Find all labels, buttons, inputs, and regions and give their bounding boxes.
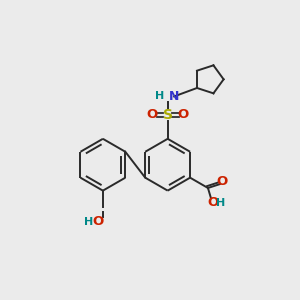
Text: S: S [163,108,173,122]
Text: O: O [177,108,189,121]
Text: H: H [216,198,225,208]
Text: H: H [84,217,93,227]
Text: O: O [217,175,228,188]
Text: O: O [93,215,104,228]
Text: O: O [147,108,158,121]
Text: N: N [169,90,179,103]
Text: H: H [154,92,164,101]
Text: O: O [207,196,218,209]
